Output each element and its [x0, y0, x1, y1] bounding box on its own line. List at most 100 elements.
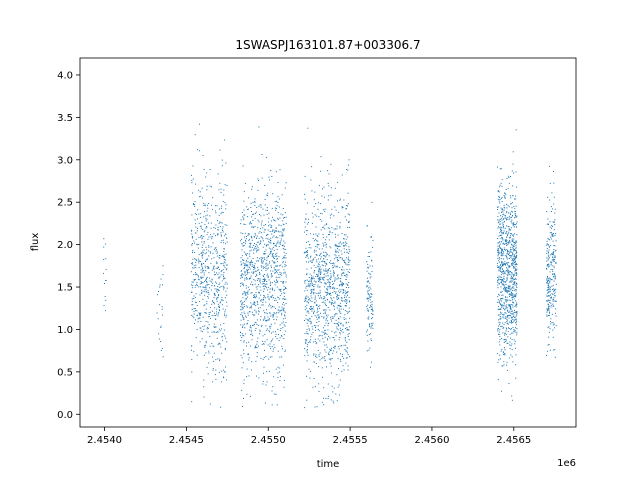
data-point [513, 295, 515, 297]
data-point [547, 292, 549, 294]
data-point [241, 249, 243, 251]
data-point [515, 265, 517, 267]
data-point [243, 335, 245, 337]
data-point [318, 307, 320, 309]
data-point [516, 282, 517, 284]
data-point [194, 242, 195, 244]
data-point [211, 204, 213, 206]
data-point [338, 211, 340, 213]
data-point [206, 214, 208, 216]
data-point [202, 269, 204, 271]
data-point [282, 229, 284, 231]
data-point [275, 209, 277, 211]
data-point [211, 303, 213, 305]
data-point [284, 217, 285, 218]
data-point [222, 308, 224, 310]
data-point [254, 309, 256, 311]
data-point [345, 241, 347, 243]
data-point [250, 283, 252, 285]
data-point [284, 350, 286, 352]
data-point [314, 302, 316, 304]
data-point [241, 270, 243, 272]
data-point [497, 287, 499, 289]
data-point [309, 377, 311, 379]
data-point [202, 257, 204, 259]
data-point [245, 261, 247, 263]
data-point [262, 383, 264, 385]
data-point [213, 285, 215, 287]
data-point [552, 273, 554, 275]
data-point [509, 217, 511, 219]
data-point [511, 290, 513, 291]
data-point [318, 273, 320, 275]
data-point [310, 281, 312, 283]
data-point [318, 317, 320, 319]
data-point [329, 309, 331, 311]
data-point [505, 239, 507, 241]
data-point [549, 271, 551, 273]
data-point [223, 369, 225, 371]
data-point [254, 201, 256, 203]
data-point [249, 277, 251, 279]
data-point [370, 304, 372, 306]
data-point [212, 345, 214, 347]
data-point [249, 268, 251, 270]
data-point [511, 321, 512, 323]
data-point [547, 344, 549, 346]
data-point [342, 272, 344, 274]
data-point [197, 149, 199, 151]
data-point [257, 278, 259, 280]
data-point [279, 295, 281, 297]
data-point [331, 227, 333, 229]
data-point [324, 336, 326, 338]
data-point [329, 231, 331, 233]
data-point [247, 322, 248, 324]
data-point [271, 356, 273, 358]
data-point [506, 309, 508, 311]
data-point [330, 187, 332, 189]
data-point [321, 297, 322, 299]
data-point [284, 292, 286, 294]
data-point [503, 195, 505, 196]
data-point [279, 356, 281, 358]
data-point [348, 339, 350, 341]
data-point [548, 309, 550, 311]
data-point [304, 300, 306, 302]
data-point [553, 323, 555, 325]
data-point [341, 284, 343, 286]
data-point [327, 325, 329, 327]
data-point [322, 226, 323, 228]
data-point [328, 281, 330, 283]
data-point [243, 217, 245, 219]
data-point [515, 211, 517, 213]
data-point [215, 267, 217, 269]
data-point [326, 333, 328, 335]
data-point [216, 272, 217, 274]
data-point [278, 312, 280, 314]
data-point [327, 227, 329, 229]
data-point [499, 318, 501, 320]
data-point [318, 244, 320, 246]
data-point [502, 268, 503, 270]
x-axis-ticks: 2.4540 2.4545 2.4550 2.4555 2.4560 2.4565 [87, 427, 531, 446]
data-point [552, 276, 554, 278]
data-point [280, 225, 282, 227]
data-point [555, 262, 557, 263]
data-point [209, 251, 211, 253]
data-point [305, 256, 307, 258]
data-point [244, 294, 246, 296]
data-point [510, 272, 512, 274]
data-point [510, 246, 512, 248]
data-point [276, 316, 278, 318]
data-point [510, 300, 512, 301]
data-point [264, 204, 266, 206]
data-point [260, 289, 262, 291]
data-point [284, 288, 286, 290]
data-point [328, 234, 329, 236]
data-point [276, 258, 278, 260]
data-point [253, 301, 255, 303]
data-point [208, 284, 210, 285]
data-point [315, 238, 317, 240]
data-point [508, 327, 509, 329]
data-point [282, 303, 284, 305]
